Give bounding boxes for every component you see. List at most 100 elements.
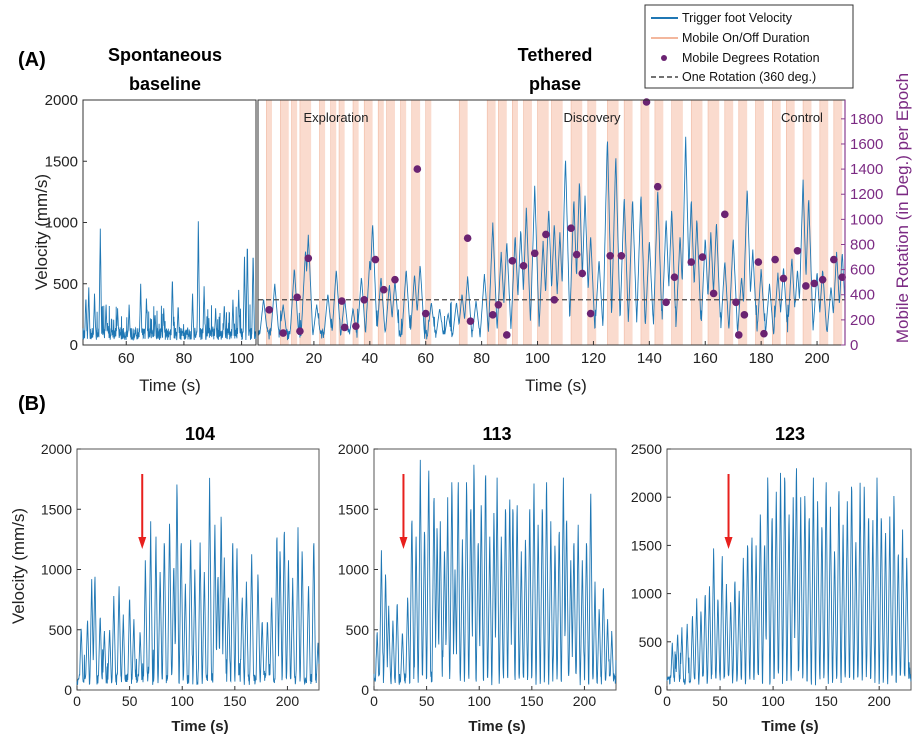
baseline-y-tick-label: 500 — [53, 276, 78, 293]
mobile-on-span — [819, 100, 829, 345]
tethered-x-tick-label: 200 — [805, 350, 830, 367]
rotation-point — [296, 327, 304, 335]
rotation-point — [489, 311, 497, 319]
tethered-x-tick-label: 80 — [473, 350, 490, 367]
baseline-y-tick-label: 1000 — [45, 215, 78, 232]
infant123-y-tick-label: 2000 — [631, 489, 662, 505]
rotation-point — [818, 275, 827, 284]
infant123-velocity-line — [666, 468, 912, 686]
rotation-point — [265, 306, 273, 314]
mobile-on-span — [364, 100, 373, 345]
phase-label-control: Control — [781, 110, 823, 125]
tethered-x-tick-label: 20 — [306, 350, 323, 367]
rotation-point — [754, 258, 763, 266]
mobile-on-span — [291, 100, 298, 345]
infant-104-y-axis-label: Velocity (mm/s) — [9, 508, 28, 624]
rotation-point — [413, 165, 422, 173]
rotation-point — [732, 298, 740, 307]
infant104-velocity-line — [76, 477, 320, 686]
infant123-plot-frame — [666, 448, 912, 691]
infant113-x-tick-label: 0 — [370, 693, 378, 709]
tethered-x-tick-label: 160 — [693, 350, 718, 367]
legend-mobile-label: Mobile On/Off Duration — [682, 31, 810, 45]
rotation-point — [340, 323, 349, 332]
infant104-y-tick-label: 0 — [64, 682, 72, 698]
rotation-point — [494, 300, 503, 309]
tethered-x-tick-label: 140 — [637, 350, 662, 367]
infant113-x-tick-label: 100 — [468, 693, 492, 709]
rotation-point — [530, 249, 539, 258]
rotation-point — [721, 210, 729, 219]
infant113-red-arrow-head — [399, 537, 408, 549]
mobile-on-span — [624, 100, 633, 345]
infant113-x-tick-label: 50 — [419, 693, 435, 709]
tethered-right-tick-label: 1000 — [850, 211, 883, 228]
rotation-point — [352, 322, 360, 330]
infant104-x-tick-label: 150 — [223, 693, 247, 709]
rotation-point — [830, 255, 838, 264]
infant123-y-tick-label: 1000 — [631, 586, 662, 602]
baseline-title-line2: baseline — [129, 74, 201, 94]
tethered-right-tick-label: 1600 — [850, 136, 883, 153]
rotation-point — [698, 253, 707, 261]
rotation-point — [338, 297, 346, 305]
rotation-point — [734, 331, 743, 339]
rotation-point — [653, 182, 662, 191]
mobile-on-span — [523, 100, 532, 345]
baseline-y-axis-label: Velocity (mm/s) — [32, 174, 51, 290]
tethered-chart: Tethered phase Exploration Discovery Con… — [257, 45, 912, 395]
mobile-on-span — [339, 100, 345, 345]
rotation-point — [550, 295, 559, 304]
infant113-x-tick-label: 200 — [573, 693, 597, 709]
rotation-point — [709, 289, 718, 298]
mobile-on-span — [299, 100, 312, 345]
infant113-y-tick-label: 1500 — [338, 501, 369, 517]
baseline-y-tick-label: 2000 — [45, 92, 78, 109]
legend-box — [644, 4, 854, 89]
baseline-title-line1: Spontaneous — [108, 45, 222, 65]
infant123-y-tick-label: 0 — [654, 682, 662, 698]
mobile-on-span — [772, 100, 781, 345]
rotation-point — [802, 282, 810, 290]
rotation-point — [740, 311, 749, 319]
mobile-on-span — [425, 100, 432, 345]
infant-123-title: 123 — [775, 424, 805, 444]
rotation-point — [793, 246, 802, 255]
infant123-red-arrow-head — [724, 537, 733, 549]
tethered-title-line2: phase — [529, 74, 581, 94]
tethered-right-tick-label: 800 — [850, 236, 875, 253]
infant104-x-tick-label: 0 — [73, 693, 81, 709]
rotation-point — [617, 251, 626, 260]
infant-123-chart: 123 Time (s) 0 50 100 150 200050010001500200… — [631, 424, 912, 735]
baseline-chart: Spontaneous baseline Time (s) Velocity (… — [32, 45, 257, 395]
rotation-point — [687, 258, 696, 266]
mobile-on-span — [459, 100, 468, 345]
infant123-x-tick-label: 200 — [867, 693, 891, 709]
baseline-x-tick-label: 100 — [229, 350, 254, 367]
mobile-on-span — [724, 100, 734, 345]
rotation-point — [293, 293, 301, 302]
infant104-y-tick-label: 2000 — [41, 441, 72, 457]
rotation-point — [371, 255, 380, 264]
baseline-x-axis-label: Time (s) — [139, 376, 201, 395]
mobile-on-span — [755, 100, 764, 345]
infant-123-x-axis-label: Time (s) — [761, 718, 818, 735]
mobile-on-span — [640, 100, 650, 345]
rotation-point — [542, 230, 550, 239]
mobile-on-span — [551, 100, 563, 345]
infant113-y-tick-label: 1000 — [338, 562, 369, 578]
infant104-x-tick-label: 200 — [276, 693, 300, 709]
infant-104-title: 104 — [185, 424, 215, 444]
tethered-right-tick-label: 1200 — [850, 186, 883, 203]
infant113-y-tick-label: 0 — [361, 682, 369, 698]
mobile-on-span — [498, 100, 507, 345]
tethered-right-tick-label: 600 — [850, 262, 875, 279]
panel-label-b: (B) — [18, 393, 46, 415]
infant104-y-tick-label: 500 — [49, 622, 73, 638]
rotation-point — [771, 255, 779, 264]
infant123-y-tick-label: 1500 — [631, 537, 662, 553]
infant123-x-tick-label: 50 — [712, 693, 728, 709]
rotation-point — [779, 274, 788, 283]
mobile-on-span — [378, 100, 384, 345]
